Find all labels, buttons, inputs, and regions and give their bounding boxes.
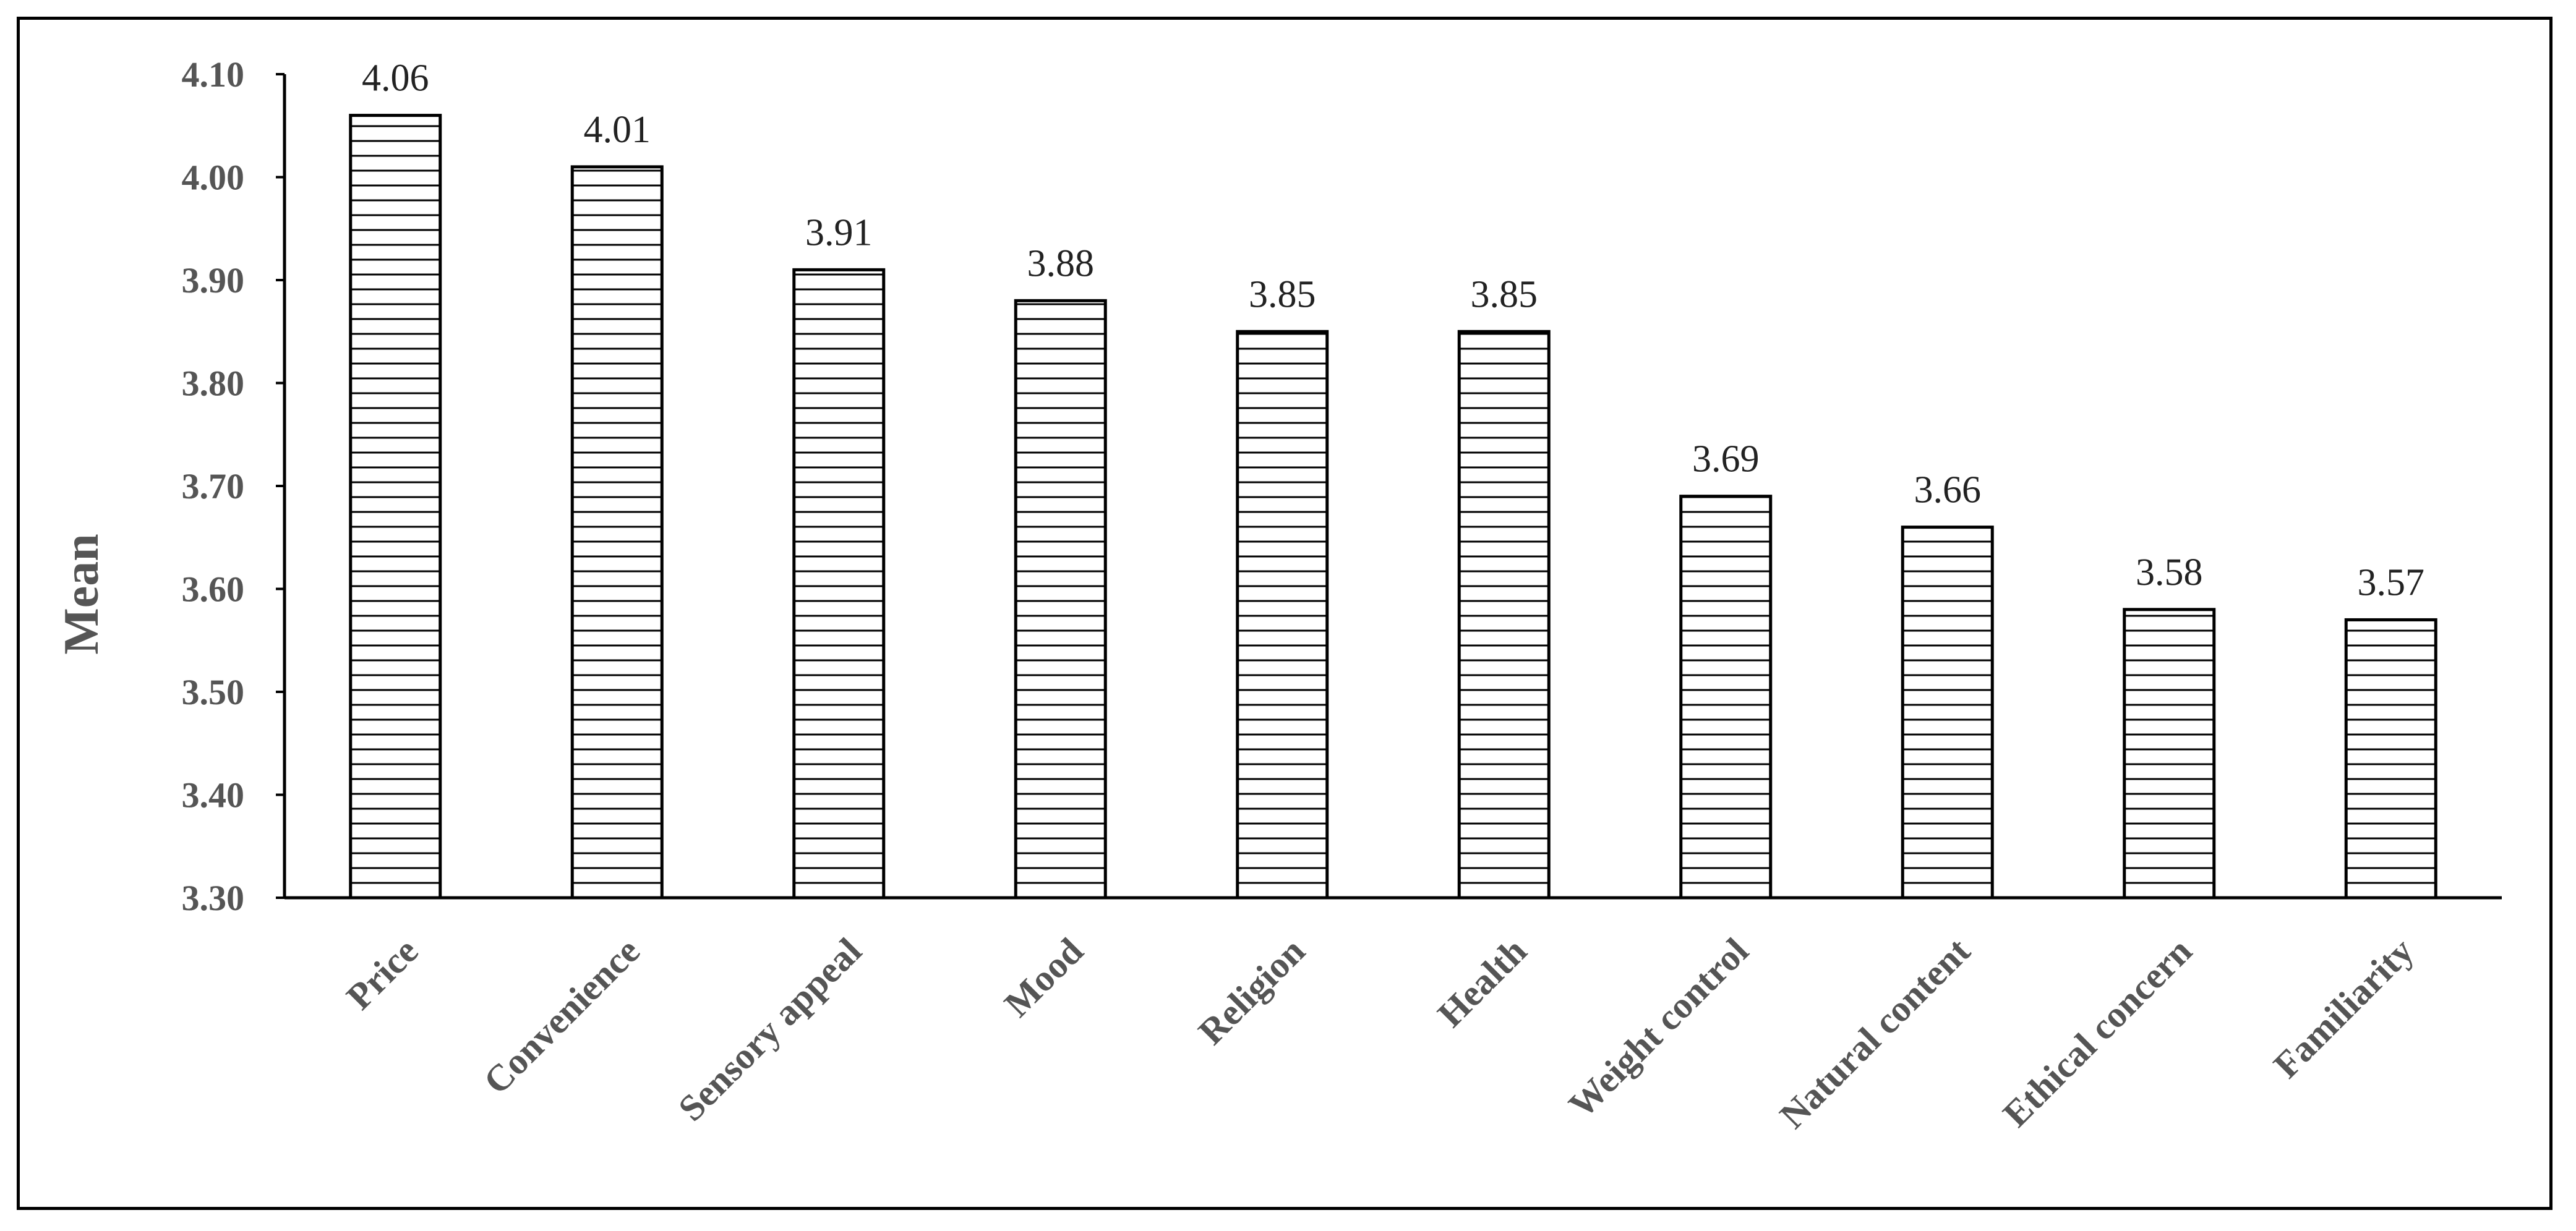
data-label: 3.57 xyxy=(2358,561,2425,603)
bar xyxy=(570,165,664,900)
bar xyxy=(1236,330,1329,900)
data-label: 3.58 xyxy=(2136,552,2203,594)
category-label: Sensory appeal xyxy=(670,931,869,1129)
y-tick-label: 4.00 xyxy=(182,158,245,198)
data-label: 3.88 xyxy=(1027,242,1095,284)
y-tick-label: 3.50 xyxy=(182,672,245,712)
data-label: 4.06 xyxy=(362,58,429,100)
data-label: 3.66 xyxy=(1914,469,1982,511)
bars xyxy=(349,114,2437,900)
y-tick-label: 3.60 xyxy=(182,569,245,610)
bar xyxy=(349,114,442,900)
y-tick-label: 3.80 xyxy=(182,364,245,404)
data-labels: 4.06 4.01 3.91 3.88 3.85 3.85 3.69 3.66 3.58 3.57 xyxy=(362,58,2424,604)
category-label: Price xyxy=(339,931,426,1018)
bar xyxy=(792,268,886,900)
category-label: Weight control xyxy=(1561,931,1757,1126)
bar xyxy=(1457,330,1551,900)
y-tick-label: 3.30 xyxy=(182,878,245,918)
category-label: Religion xyxy=(1191,931,1313,1053)
y-axis-title: Mean xyxy=(54,534,109,655)
data-label: 4.01 xyxy=(584,109,651,151)
y-tick-label: 3.90 xyxy=(182,260,245,300)
y-tick-label: 3.40 xyxy=(182,775,245,816)
category-label: Mood xyxy=(996,931,1091,1025)
data-label: 3.91 xyxy=(805,211,873,253)
y-axis-ticks: 3.30 3.40 3.50 3.60 3.70 3.80 3.90 4.00 4.10 xyxy=(182,54,285,918)
y-tick-label: 3.70 xyxy=(182,466,245,506)
category-labels: Price Convenience Sensory appeal Mood Religi… xyxy=(339,931,2421,1136)
category-label: Convenience xyxy=(476,931,648,1102)
category-label: Familiarity xyxy=(2266,931,2421,1086)
data-label: 3.85 xyxy=(1249,273,1316,315)
bar xyxy=(2344,618,2437,900)
y-tick-label: 4.10 xyxy=(182,54,245,95)
category-label: Ethical concern xyxy=(1995,931,2200,1135)
bar xyxy=(1901,526,1994,900)
data-label: 3.69 xyxy=(1692,438,1760,480)
category-label: Natural content xyxy=(1772,931,1978,1136)
bar xyxy=(1014,299,1107,900)
bar xyxy=(2123,608,2216,900)
category-label: Health xyxy=(1430,931,1534,1035)
bar xyxy=(1679,495,1773,900)
data-label: 3.85 xyxy=(1471,273,1538,315)
